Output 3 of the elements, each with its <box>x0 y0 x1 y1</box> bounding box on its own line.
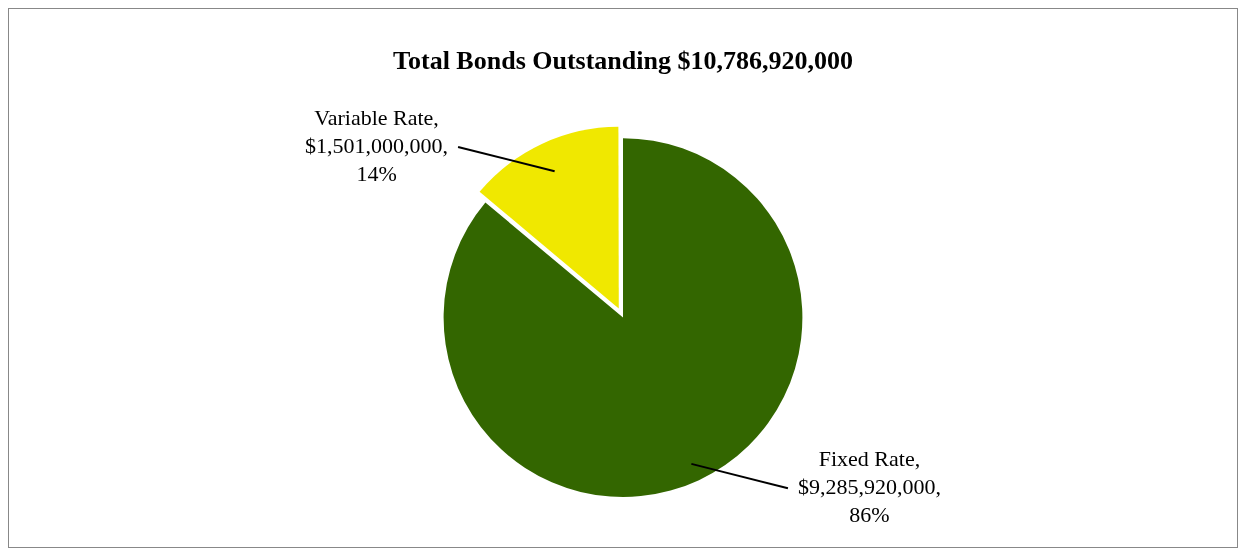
slice-label: Fixed Rate, $9,285,920,000, 86% <box>797 446 941 528</box>
chart-title: Total Bonds Outstanding $10,786,920,000 <box>393 46 853 76</box>
slice-label: Variable Rate, $1,501,000,000, 14% <box>305 104 449 186</box>
